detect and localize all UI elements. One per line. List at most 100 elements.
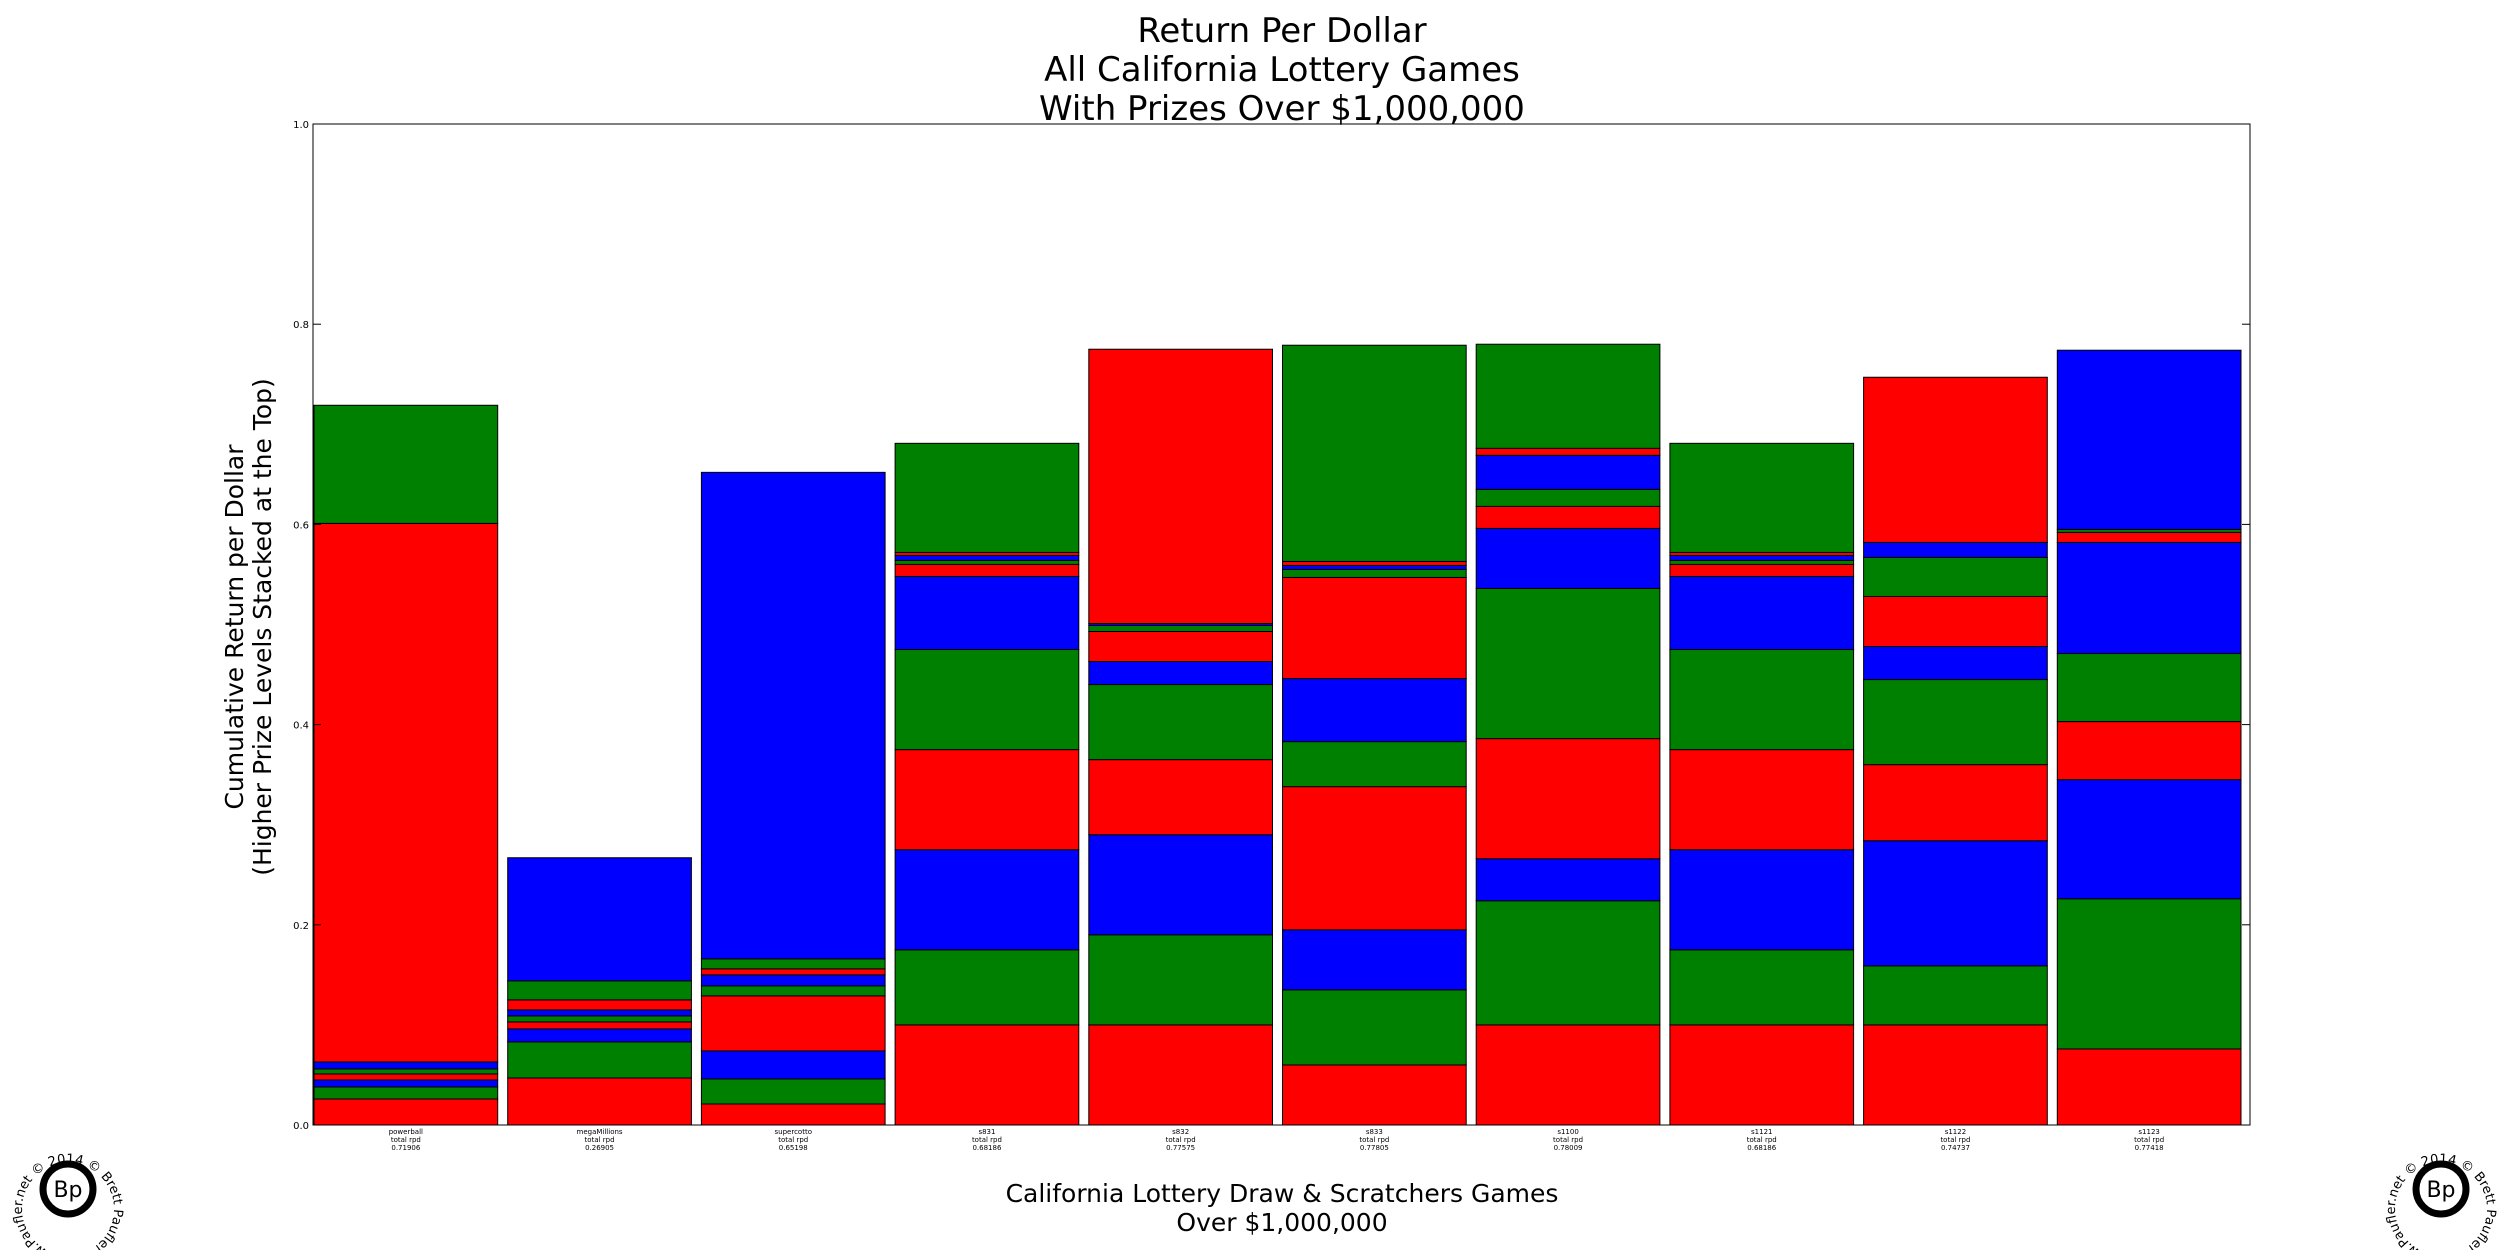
- bar-segment: [507, 1015, 692, 1023]
- x-tick-label: 0.68186: [972, 1144, 1001, 1152]
- ticks-layer: 0.0 0.2 0.4 0.6 0.8 1.0: [293, 120, 2250, 1132]
- bar-segment: [894, 949, 1080, 1026]
- bar-segment: [1282, 929, 1467, 991]
- bar-segment: [1863, 679, 2048, 766]
- bar-s1121: [1669, 442, 1855, 1126]
- bar-segment: [1282, 1064, 1467, 1126]
- x-tick-label: total rpd: [1747, 1136, 1777, 1144]
- bar-segment: [894, 563, 1080, 577]
- bar-segment: [1669, 1024, 1855, 1126]
- bar-segment: [1475, 587, 1661, 740]
- bar-segment: [2056, 653, 2242, 723]
- y-axis-title-line-2: (Higher Prize Levels Stacked at the Top): [248, 378, 277, 876]
- bar-segment: [1669, 442, 1855, 553]
- bar-segment: [1669, 575, 1855, 651]
- bar-segment: [894, 649, 1080, 751]
- plot-frame: [312, 123, 2251, 1126]
- bar-s1123: [2056, 349, 2242, 1126]
- x-tick-label: powerball: [389, 1128, 423, 1136]
- x-tick-label: 0.68186: [1747, 1144, 1776, 1152]
- x-tick-label: total rpd: [1166, 1136, 1196, 1144]
- logo-right: Bp www.Paufler.net © 2014 © Brett Paufle…: [2384, 1152, 2498, 1250]
- bar-s1100: [1475, 343, 1661, 1126]
- bar-segment: [313, 1068, 499, 1075]
- bar-segment: [700, 968, 886, 976]
- chart-title-line-3: With Prizes Over $1,000,000: [1039, 89, 1525, 129]
- bar-segment: [1669, 649, 1855, 751]
- bar-segment: [1282, 989, 1467, 1066]
- bar-segment: [1669, 749, 1855, 851]
- bar-segment: [894, 442, 1080, 553]
- bar-segment: [1282, 568, 1467, 578]
- bar-segment: [1669, 554, 1855, 561]
- x-tick-label: 0.26905: [585, 1144, 614, 1152]
- bar-segment: [1088, 625, 1274, 633]
- bar-segment: [894, 554, 1080, 561]
- x-tick-label: s831: [978, 1128, 995, 1136]
- x-axis-title-line-2: Over $1,000,000: [1176, 1208, 1387, 1237]
- bar-segment: [2056, 541, 2242, 655]
- bar-segment: [507, 999, 692, 1011]
- bar-segment: [1282, 576, 1467, 680]
- bar-segment: [1088, 631, 1274, 663]
- bar-segment: [894, 559, 1080, 565]
- x-axis-title-line-1: California Lottery Draw & Scratchers Gam…: [1006, 1179, 1559, 1208]
- bar-segment: [1475, 527, 1661, 589]
- bar-segment: [313, 1079, 499, 1088]
- logo-left-monogram: Bp: [53, 1178, 82, 1203]
- bar-segment: [507, 1077, 692, 1126]
- x-tick-label: total rpd: [2134, 1136, 2164, 1144]
- bar-segment: [507, 857, 692, 982]
- bar-segment: [1088, 934, 1274, 1026]
- bar-segment: [1088, 759, 1274, 836]
- bar-segment: [1863, 764, 2048, 842]
- bar-segment: [313, 1086, 499, 1100]
- bar-segment: [700, 985, 886, 997]
- bar-segment: [1863, 376, 2048, 543]
- bar-segment: [1282, 678, 1467, 743]
- bar-segment: [1863, 965, 2048, 1026]
- bar-s1122: [1863, 376, 2048, 1126]
- bar-segment: [1475, 447, 1661, 456]
- bar-segment: [1475, 738, 1661, 860]
- logo-right-monogram: Bp: [2426, 1178, 2455, 1203]
- bar-powerball: [313, 404, 499, 1126]
- x-tick-label: supercotto: [775, 1128, 812, 1136]
- bar-segment: [700, 974, 886, 987]
- bar-segment: [1282, 564, 1467, 570]
- bar-segment: [1475, 858, 1661, 902]
- x-tick-label: total rpd: [1359, 1136, 1389, 1144]
- x-tick-label: total rpd: [585, 1136, 615, 1144]
- bar-segment: [894, 1024, 1080, 1126]
- bar-segment: [2056, 349, 2242, 530]
- chart-title-line-1: Return Per Dollar: [1137, 11, 1426, 51]
- bar-segment: [2056, 531, 2242, 543]
- bar-segment: [1475, 505, 1661, 529]
- bar-segment: [1475, 454, 1661, 490]
- x-tick-label: 0.77575: [1166, 1144, 1195, 1152]
- x-tick-label: 0.78009: [1554, 1144, 1583, 1152]
- logo-left: Bp www.Paufler.net © 2014 © Brett Paufle…: [11, 1152, 125, 1250]
- bar-segment: [507, 1021, 692, 1030]
- bar-segment: [313, 1061, 499, 1070]
- bar-segment: [2056, 1048, 2242, 1126]
- bar-s832: [1088, 348, 1274, 1126]
- bar-segment: [894, 749, 1080, 851]
- bar-segment: [507, 1041, 692, 1079]
- y-tick-label: 0.8: [293, 320, 309, 331]
- x-tick-label: total rpd: [1553, 1136, 1583, 1144]
- bar-segment: [1863, 646, 2048, 681]
- bar-segment: [700, 1078, 886, 1105]
- bar-segment: [507, 1009, 692, 1017]
- x-tick-label: total rpd: [778, 1136, 808, 1144]
- bar-segment: [1475, 900, 1661, 1026]
- bar-segment: [894, 849, 1080, 951]
- bar-segment: [1669, 559, 1855, 565]
- bar-segment: [1088, 1024, 1274, 1126]
- bar-segment: [894, 575, 1080, 651]
- y-tick-label: 0.0: [293, 1121, 309, 1132]
- bar-segment: [2056, 721, 2242, 781]
- x-tick-label: 0.77418: [2135, 1144, 2164, 1152]
- y-axis-title-line-1: Cumulative Return per Dollar: [220, 444, 249, 810]
